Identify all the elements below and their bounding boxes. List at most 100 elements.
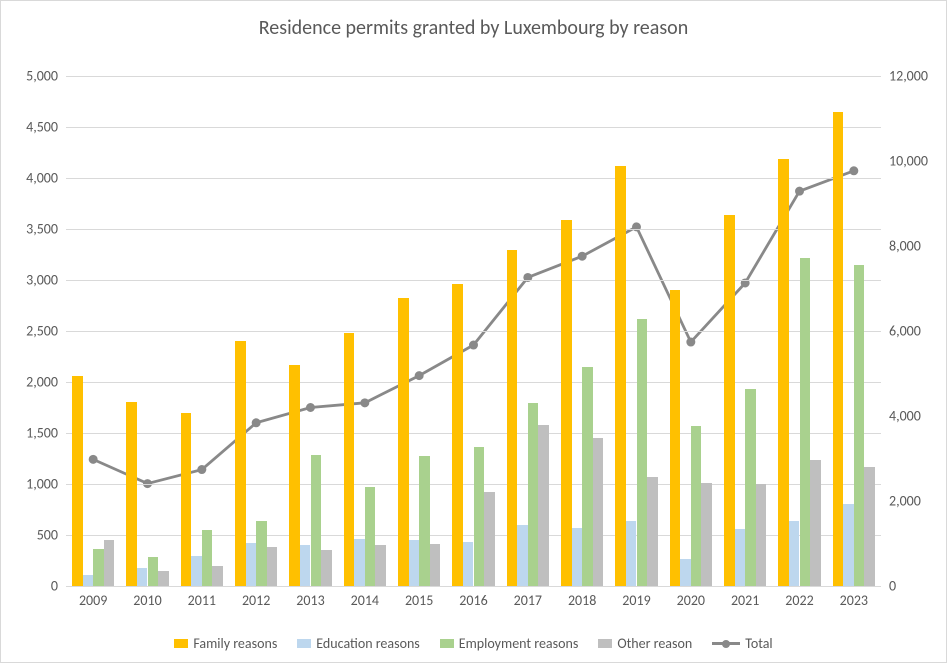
bar-employment-reasons (854, 265, 865, 586)
bar-other-reason (484, 492, 495, 586)
bar-employment-reasons (474, 447, 485, 586)
line-marker (361, 399, 369, 407)
x-axis-label: 2013 (296, 586, 324, 609)
legend-item: Education reasons (297, 635, 419, 652)
y-axis-left-label: 1,000 (26, 476, 66, 493)
bar-family-reasons (398, 298, 409, 586)
bar-other-reason (267, 547, 278, 586)
bar-employment-reasons (93, 549, 104, 586)
x-axis-label: 2017 (514, 586, 542, 609)
line-marker (252, 419, 260, 427)
y-axis-right-label: 12,000 (881, 68, 928, 85)
bar-other-reason (756, 484, 767, 586)
bar-other-reason (538, 425, 549, 586)
bar-family-reasons (833, 112, 844, 586)
bar-education-reasons (626, 521, 637, 586)
line-marker (470, 341, 478, 349)
bar-employment-reasons (528, 403, 539, 586)
bar-family-reasons (507, 250, 518, 586)
bar-employment-reasons (202, 530, 213, 586)
bar-employment-reasons (582, 367, 593, 586)
line-marker (796, 187, 804, 195)
x-axis-label: 2015 (405, 586, 433, 609)
legend-item: Employment reasons (440, 635, 579, 652)
line-marker (850, 167, 858, 175)
y-axis-left-label: 5,000 (26, 68, 66, 85)
bar-education-reasons (246, 543, 257, 586)
y-axis-left-label: 2,000 (26, 374, 66, 391)
bar-other-reason (647, 477, 658, 586)
bar-education-reasons (300, 545, 311, 586)
x-axis-label: 2009 (79, 586, 107, 609)
y-axis-left-label: 3,500 (26, 221, 66, 238)
legend-swatch (174, 639, 188, 648)
line-marker (687, 338, 695, 346)
legend-line-icon (712, 642, 740, 645)
x-axis-label: 2022 (785, 586, 813, 609)
gridline (66, 382, 881, 383)
bar-other-reason (430, 544, 441, 586)
bar-education-reasons (680, 559, 691, 586)
y-axis-left-label: 2,500 (26, 323, 66, 340)
gridline (66, 178, 881, 179)
y-axis-right-label: 2,000 (881, 493, 921, 510)
x-axis-label: 2020 (677, 586, 705, 609)
bar-other-reason (158, 571, 169, 586)
chart-title: Residence permits granted by Luxembourg … (1, 16, 946, 40)
x-axis-label: 2023 (840, 586, 868, 609)
y-axis-right-label: 4,000 (881, 408, 921, 425)
bar-education-reasons (191, 556, 202, 586)
legend-item: Other reason (598, 635, 692, 652)
chart-legend: Family reasons Education reasons Employmen… (1, 635, 946, 652)
bar-family-reasons (235, 341, 246, 586)
legend-label: Employment reasons (459, 635, 579, 652)
bar-education-reasons (843, 504, 854, 586)
y-axis-right-label: 8,000 (881, 238, 921, 255)
bar-education-reasons (789, 521, 800, 586)
legend-label: Education reasons (316, 635, 419, 652)
bar-other-reason (864, 467, 875, 586)
y-axis-left-label: 4,000 (26, 170, 66, 187)
bar-employment-reasons (745, 389, 756, 586)
legend-swatch (598, 639, 612, 648)
legend-marker-icon (722, 640, 730, 648)
y-axis-left-label: 0 (51, 578, 66, 595)
x-axis-label: 2019 (622, 586, 650, 609)
line-marker (578, 252, 586, 260)
legend-label: Total (745, 635, 772, 652)
bar-family-reasons (452, 284, 463, 586)
bar-education-reasons (463, 542, 474, 586)
legend-label: Other reason (617, 635, 692, 652)
y-axis-left-label: 3,000 (26, 272, 66, 289)
bar-employment-reasons (419, 456, 430, 586)
bar-other-reason (593, 438, 604, 586)
legend-item: Family reasons (174, 635, 277, 652)
legend-swatch (297, 639, 311, 648)
bar-education-reasons (735, 529, 746, 586)
y-axis-right-label: 10,000 (881, 153, 928, 170)
bar-family-reasons (670, 290, 681, 586)
bar-employment-reasons (365, 487, 376, 586)
bar-employment-reasons (800, 258, 811, 586)
bar-employment-reasons (256, 521, 267, 586)
bar-family-reasons (72, 376, 83, 586)
y-axis-left-label: 500 (37, 527, 66, 544)
bar-family-reasons (181, 413, 192, 586)
bar-education-reasons (137, 568, 148, 586)
gridline (66, 76, 881, 77)
line-marker (307, 404, 315, 412)
bar-family-reasons (126, 402, 137, 586)
bar-other-reason (212, 566, 223, 586)
bar-employment-reasons (637, 319, 648, 586)
bar-other-reason (104, 540, 115, 586)
bar-family-reasons (344, 333, 355, 586)
gridline (66, 331, 881, 332)
plot-area: 05001,0001,5002,0002,5003,0003,5004,0004… (66, 76, 881, 586)
y-axis-left-label: 4,500 (26, 119, 66, 136)
bar-family-reasons (289, 365, 300, 586)
gridline (66, 280, 881, 281)
bar-other-reason (375, 545, 386, 586)
bar-education-reasons (572, 528, 583, 586)
gridline (66, 127, 881, 128)
bar-employment-reasons (148, 557, 159, 586)
